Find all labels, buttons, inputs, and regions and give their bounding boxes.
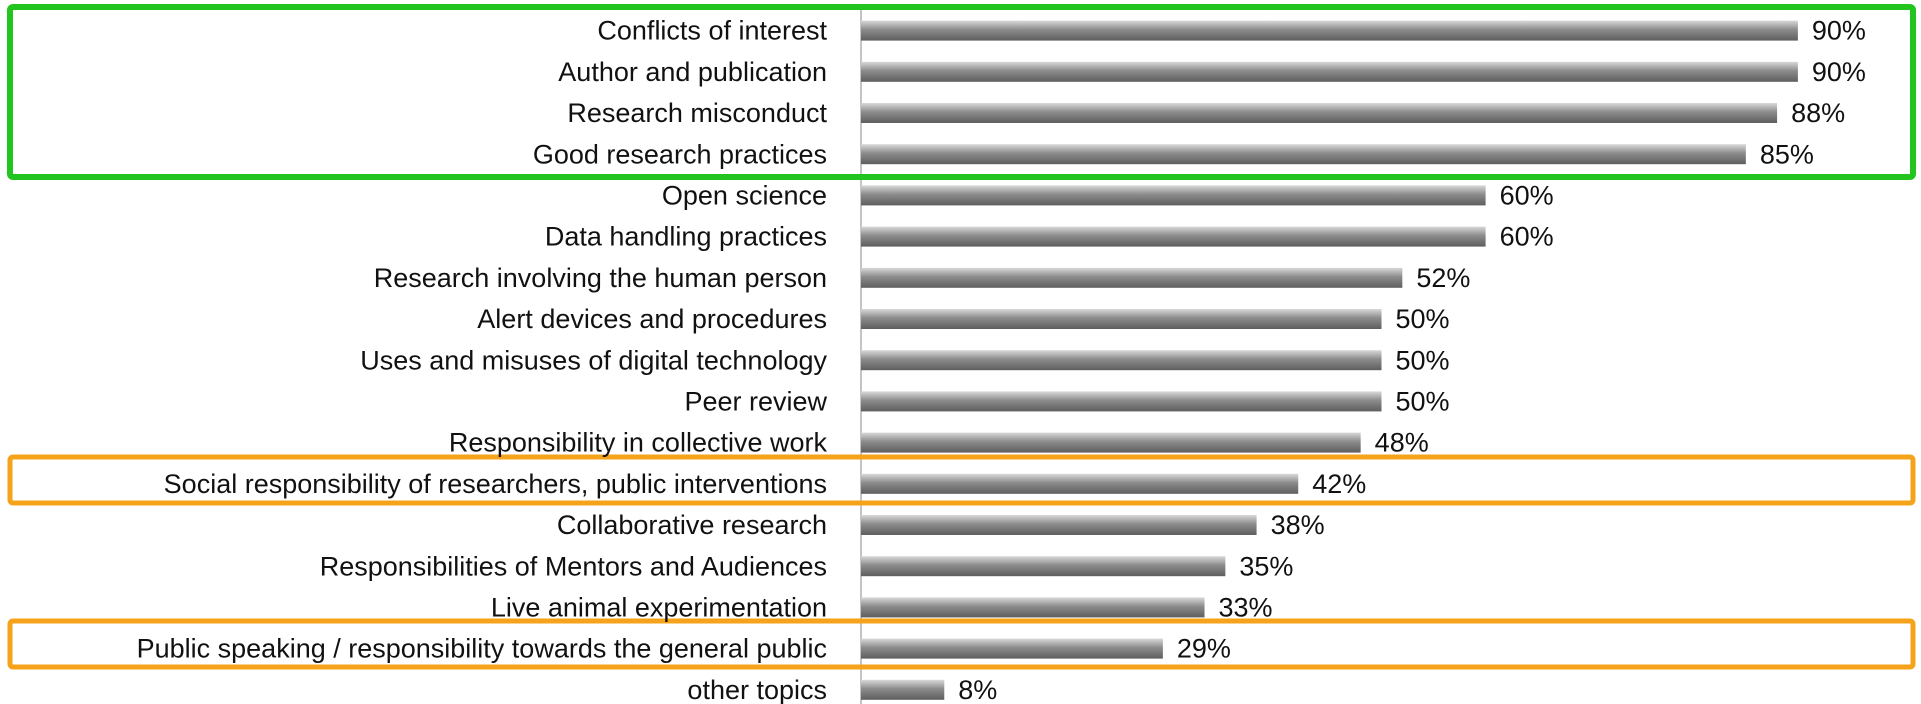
value-label: 52% — [1416, 263, 1470, 293]
value-label: 88% — [1791, 98, 1845, 128]
value-label: 50% — [1396, 304, 1450, 334]
value-label: 50% — [1396, 345, 1450, 375]
category-label: Research misconduct — [567, 98, 827, 128]
bar — [861, 61, 1798, 82]
category-label: Collaborative research — [557, 510, 827, 540]
bar — [861, 432, 1361, 453]
category-label: Data handling practices — [545, 222, 827, 252]
value-label: 60% — [1500, 222, 1554, 252]
bar — [861, 679, 945, 700]
bar — [861, 103, 1778, 123]
value-label: 90% — [1812, 16, 1866, 46]
bar — [861, 20, 1798, 41]
highlight-box — [7, 618, 1916, 670]
bar — [861, 350, 1382, 371]
category-label: Good research practices — [533, 139, 827, 169]
value-label: 42% — [1312, 469, 1366, 499]
value-label: 60% — [1500, 181, 1554, 211]
category-label: Conflicts of interest — [597, 16, 827, 46]
value-label: 48% — [1375, 428, 1429, 458]
category-label: Open science — [662, 181, 827, 211]
value-label: 85% — [1760, 139, 1814, 169]
value-label: 8% — [958, 675, 997, 704]
category-label: Peer review — [684, 387, 827, 417]
category-label: other topics — [687, 675, 827, 704]
category-label: Uses and misuses of digital technology — [360, 345, 827, 375]
bar — [861, 391, 1382, 412]
value-label: 33% — [1219, 593, 1273, 623]
category-label: Live animal experimentation — [491, 593, 827, 623]
bar — [861, 473, 1299, 494]
category-label: Public speaking / responsibility towards… — [137, 634, 827, 664]
category-label: Social responsibility of researchers, pu… — [164, 469, 827, 499]
value-label: 38% — [1271, 510, 1325, 540]
bar — [861, 267, 1403, 288]
category-label: Alert devices and procedures — [477, 304, 827, 334]
bar — [861, 144, 1746, 165]
value-label: 90% — [1812, 57, 1866, 87]
bar — [861, 515, 1257, 535]
bar — [861, 638, 1163, 659]
bar — [861, 597, 1205, 618]
bar — [861, 226, 1486, 247]
category-label: Author and publication — [558, 57, 827, 87]
value-label: 50% — [1396, 387, 1450, 417]
bar — [861, 556, 1226, 577]
bar — [861, 309, 1382, 329]
bar — [861, 185, 1486, 206]
value-label: 29% — [1177, 634, 1231, 664]
highlight-box — [7, 454, 1916, 506]
category-label: Responsibilities of Mentors and Audience… — [320, 551, 827, 581]
value-label: 35% — [1239, 551, 1293, 581]
category-label: Responsibility in collective work — [449, 428, 828, 458]
highlight-box — [7, 4, 1916, 180]
category-label: Research involving the human person — [374, 263, 827, 293]
